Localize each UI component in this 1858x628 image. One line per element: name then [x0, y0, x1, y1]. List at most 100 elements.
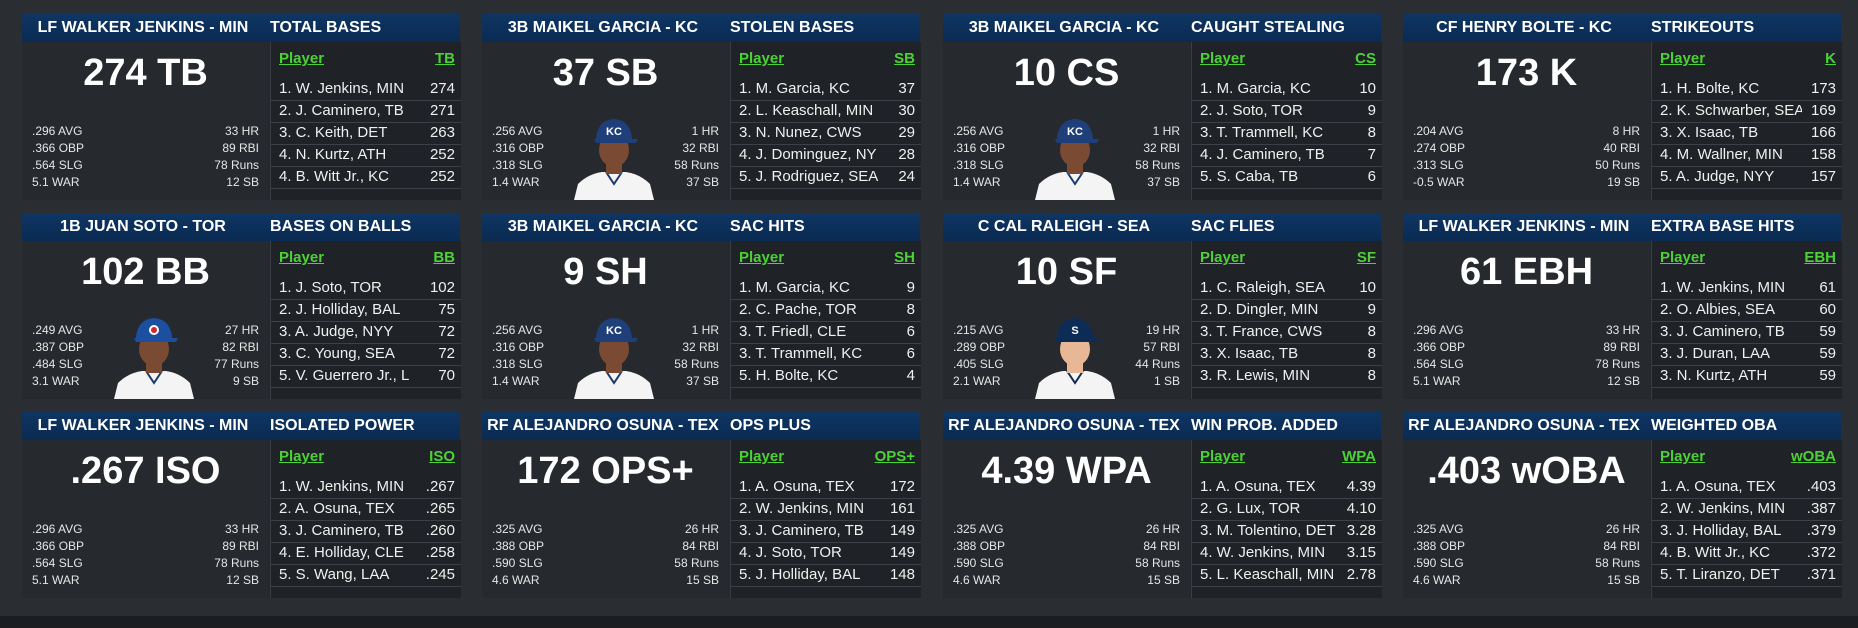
leaderboard-row[interactable]: 4. W. Jenkins, MIN 3.15: [1192, 542, 1382, 565]
featured-player-name[interactable]: 1B JUAN SOTO - TOR: [60, 218, 226, 235]
column-stat-link[interactable]: CS: [1355, 50, 1376, 67]
leaderboard-row[interactable]: 2. C. Pache, TOR 8: [731, 299, 921, 322]
leaderboard-row[interactable]: 3. J. Caminero, TB 149: [731, 520, 921, 543]
leaderboard-row[interactable]: 2. W. Jenkins, MIN 161: [731, 498, 921, 521]
leaderboard-row[interactable]: 1. M. Garcia, KC 10: [1192, 78, 1382, 101]
leader-card[interactable]: 3B MAIKEL GARCIA - KC SAC HITS 9 SH KC .…: [482, 213, 921, 399]
featured-player-name[interactable]: 3B MAIKEL GARCIA - KC: [507, 19, 699, 36]
column-player-link[interactable]: Player: [1200, 249, 1246, 266]
leaderboard-row[interactable]: 3. T. France, CWS 8: [1192, 321, 1382, 344]
player-photo[interactable]: S: [1029, 313, 1121, 399]
leaderboard-row[interactable]: 2. J. Soto, TOR 9: [1192, 100, 1382, 123]
leaderboard-row[interactable]: 3. A. Judge, NYY 72: [271, 321, 461, 344]
leaderboard-row[interactable]: 5. J. Rodriguez, SEA 24: [731, 166, 921, 189]
column-player-link[interactable]: Player: [1660, 249, 1706, 266]
leaderboard-row[interactable]: 2. A. Osuna, TEX .265: [271, 498, 461, 521]
featured-player-name[interactable]: CF HENRY BOLTE - KC: [1436, 19, 1612, 36]
leaderboard-row[interactable]: 3. T. Trammell, KC 8: [1192, 122, 1382, 145]
leaderboard-row[interactable]: 4. N. Kurtz, ATH 252: [271, 144, 461, 167]
leaderboard-row[interactable]: 1. H. Bolte, KC 173: [1652, 78, 1842, 101]
leaderboard-row[interactable]: 3. N. Kurtz, ATH 59: [1652, 365, 1842, 388]
leaderboard-row[interactable]: 3. X. Isaac, TB 8: [1192, 343, 1382, 366]
column-stat-link[interactable]: K: [1825, 50, 1836, 67]
player-photo[interactable]: KC: [1029, 114, 1121, 200]
column-stat-link[interactable]: SF: [1356, 249, 1376, 266]
leaderboard-row[interactable]: 2. G. Lux, TOR 4.10: [1192, 498, 1382, 521]
leader-card[interactable]: RF ALEJANDRO OSUNA - TEX OPS PLUS 172 OP…: [482, 412, 921, 598]
column-stat-link[interactable]: WPA: [1342, 448, 1376, 465]
leaderboard-row[interactable]: 1. M. Garcia, KC 9: [731, 277, 921, 300]
leaderboard-row[interactable]: 4. B. Witt Jr., KC 252: [271, 166, 461, 189]
featured-player-name[interactable]: RF ALEJANDRO OSUNA - TEX: [1408, 417, 1640, 434]
column-stat-link[interactable]: TB: [435, 50, 455, 67]
column-player-link[interactable]: Player: [279, 249, 325, 266]
leader-card[interactable]: LF WALKER JENKINS - MIN TOTAL BASES 274 …: [22, 14, 461, 200]
player-photo[interactable]: KC: [568, 313, 660, 399]
leaderboard-row[interactable]: 5. S. Wang, LAA .245: [271, 564, 461, 587]
leaderboard-row[interactable]: 5. J. Holliday, BAL 148: [731, 564, 921, 587]
leaderboard-row[interactable]: 3. X. Isaac, TB 166: [1652, 122, 1842, 145]
player-photo[interactable]: KC: [568, 114, 660, 200]
leader-card[interactable]: C CAL RALEIGH - SEA SAC FLIES 10 SF S .2…: [943, 213, 1382, 399]
featured-player-name[interactable]: LF WALKER JENKINS - MIN: [37, 417, 249, 434]
leader-card[interactable]: LF WALKER JENKINS - MIN EXTRA BASE HITS …: [1403, 213, 1842, 399]
leaderboard-row[interactable]: 3. J. Duran, LAA 59: [1652, 343, 1842, 366]
featured-player-name[interactable]: 3B MAIKEL GARCIA - KC: [968, 19, 1160, 36]
leaderboard-row[interactable]: 3. T. Trammell, KC 6: [731, 343, 921, 366]
leaderboard-row[interactable]: 5. L. Keaschall, MIN 2.78: [1192, 564, 1382, 587]
column-player-link[interactable]: Player: [1200, 448, 1246, 465]
leaderboard-row[interactable]: 1. J. Soto, TOR 102: [271, 277, 461, 300]
leaderboard-row[interactable]: 4. E. Holliday, CLE .258: [271, 542, 461, 565]
column-player-link[interactable]: Player: [1660, 50, 1706, 67]
leaderboard-row[interactable]: 5. T. Liranzo, DET .371: [1652, 564, 1842, 587]
leader-card[interactable]: RF ALEJANDRO OSUNA - TEX WEIGHTED OBA .4…: [1403, 412, 1842, 598]
leaderboard-row[interactable]: 4. J. Soto, TOR 149: [731, 542, 921, 565]
leaderboard-row[interactable]: 3. C. Young, SEA 72: [271, 343, 461, 366]
leaderboard-row[interactable]: 5. V. Guerrero Jr., L 70: [271, 365, 461, 388]
column-stat-link[interactable]: BB: [433, 249, 455, 266]
leaderboard-row[interactable]: 3. R. Lewis, MIN 8: [1192, 365, 1382, 388]
featured-player-name[interactable]: LF WALKER JENKINS - MIN: [37, 19, 249, 36]
leaderboard-row[interactable]: 5. A. Judge, NYY 157: [1652, 166, 1842, 189]
leaderboard-row[interactable]: 5. S. Caba, TB 6: [1192, 166, 1382, 189]
player-photo[interactable]: [1489, 512, 1581, 598]
leaderboard-row[interactable]: 4. M. Wallner, MIN 158: [1652, 144, 1842, 167]
column-player-link[interactable]: Player: [1660, 448, 1706, 465]
leaderboard-row[interactable]: 2. D. Dingler, MIN 9: [1192, 299, 1382, 322]
column-stat-link[interactable]: OPS+: [874, 448, 915, 465]
leader-card[interactable]: 3B MAIKEL GARCIA - KC STOLEN BASES 37 SB…: [482, 14, 921, 200]
leaderboard-row[interactable]: 5. H. Bolte, KC 4: [731, 365, 921, 388]
leader-card[interactable]: LF WALKER JENKINS - MIN ISOLATED POWER .…: [22, 412, 461, 598]
featured-player-name[interactable]: RF ALEJANDRO OSUNA - TEX: [948, 417, 1180, 434]
leaderboard-row[interactable]: 3. N. Nunez, CWS 29: [731, 122, 921, 145]
leaderboard-row[interactable]: 1. W. Jenkins, MIN 274: [271, 78, 461, 101]
leaderboard-row[interactable]: 1. M. Garcia, KC 37: [731, 78, 921, 101]
column-player-link[interactable]: Player: [279, 448, 325, 465]
leaderboard-row[interactable]: 4. J. Caminero, TB 7: [1192, 144, 1382, 167]
leader-card[interactable]: 3B MAIKEL GARCIA - KC CAUGHT STEALING 10…: [943, 14, 1382, 200]
column-stat-link[interactable]: ISO: [429, 448, 455, 465]
leaderboard-row[interactable]: 1. W. Jenkins, MIN .267: [271, 476, 461, 499]
column-player-link[interactable]: Player: [739, 249, 785, 266]
column-player-link[interactable]: Player: [1200, 50, 1246, 67]
leaderboard-row[interactable]: 1. A. Osuna, TEX 4.39: [1192, 476, 1382, 499]
column-player-link[interactable]: Player: [739, 448, 785, 465]
player-photo[interactable]: [108, 512, 200, 598]
leader-card[interactable]: RF ALEJANDRO OSUNA - TEX WIN PROB. ADDED…: [943, 412, 1382, 598]
player-photo[interactable]: [568, 512, 660, 598]
leaderboard-row[interactable]: 2. J. Caminero, TB 271: [271, 100, 461, 123]
leaderboard-row[interactable]: 1. A. Osuna, TEX .403: [1652, 476, 1842, 499]
leaderboard-row[interactable]: 3. C. Keith, DET 263: [271, 122, 461, 145]
leaderboard-row[interactable]: 2. O. Albies, SEA 60: [1652, 299, 1842, 322]
featured-player-name[interactable]: RF ALEJANDRO OSUNA - TEX: [487, 417, 719, 434]
leaderboard-row[interactable]: 4. B. Witt Jr., KC .372: [1652, 542, 1842, 565]
leaderboard-row[interactable]: 1. C. Raleigh, SEA 10: [1192, 277, 1382, 300]
leaderboard-row[interactable]: 2. K. Schwarber, SEA 169: [1652, 100, 1842, 123]
leaderboard-row[interactable]: 3. J. Holliday, BAL .379: [1652, 520, 1842, 543]
column-stat-link[interactable]: SH: [894, 249, 915, 266]
leaderboard-row[interactable]: 4. J. Dominguez, NY 28: [731, 144, 921, 167]
player-photo[interactable]: [108, 313, 200, 399]
leader-card[interactable]: CF HENRY BOLTE - KC STRIKEOUTS 173 K .20…: [1403, 14, 1842, 200]
leaderboard-row[interactable]: 3. T. Friedl, CLE 6: [731, 321, 921, 344]
leaderboard-row[interactable]: 2. J. Holliday, BAL 75: [271, 299, 461, 322]
